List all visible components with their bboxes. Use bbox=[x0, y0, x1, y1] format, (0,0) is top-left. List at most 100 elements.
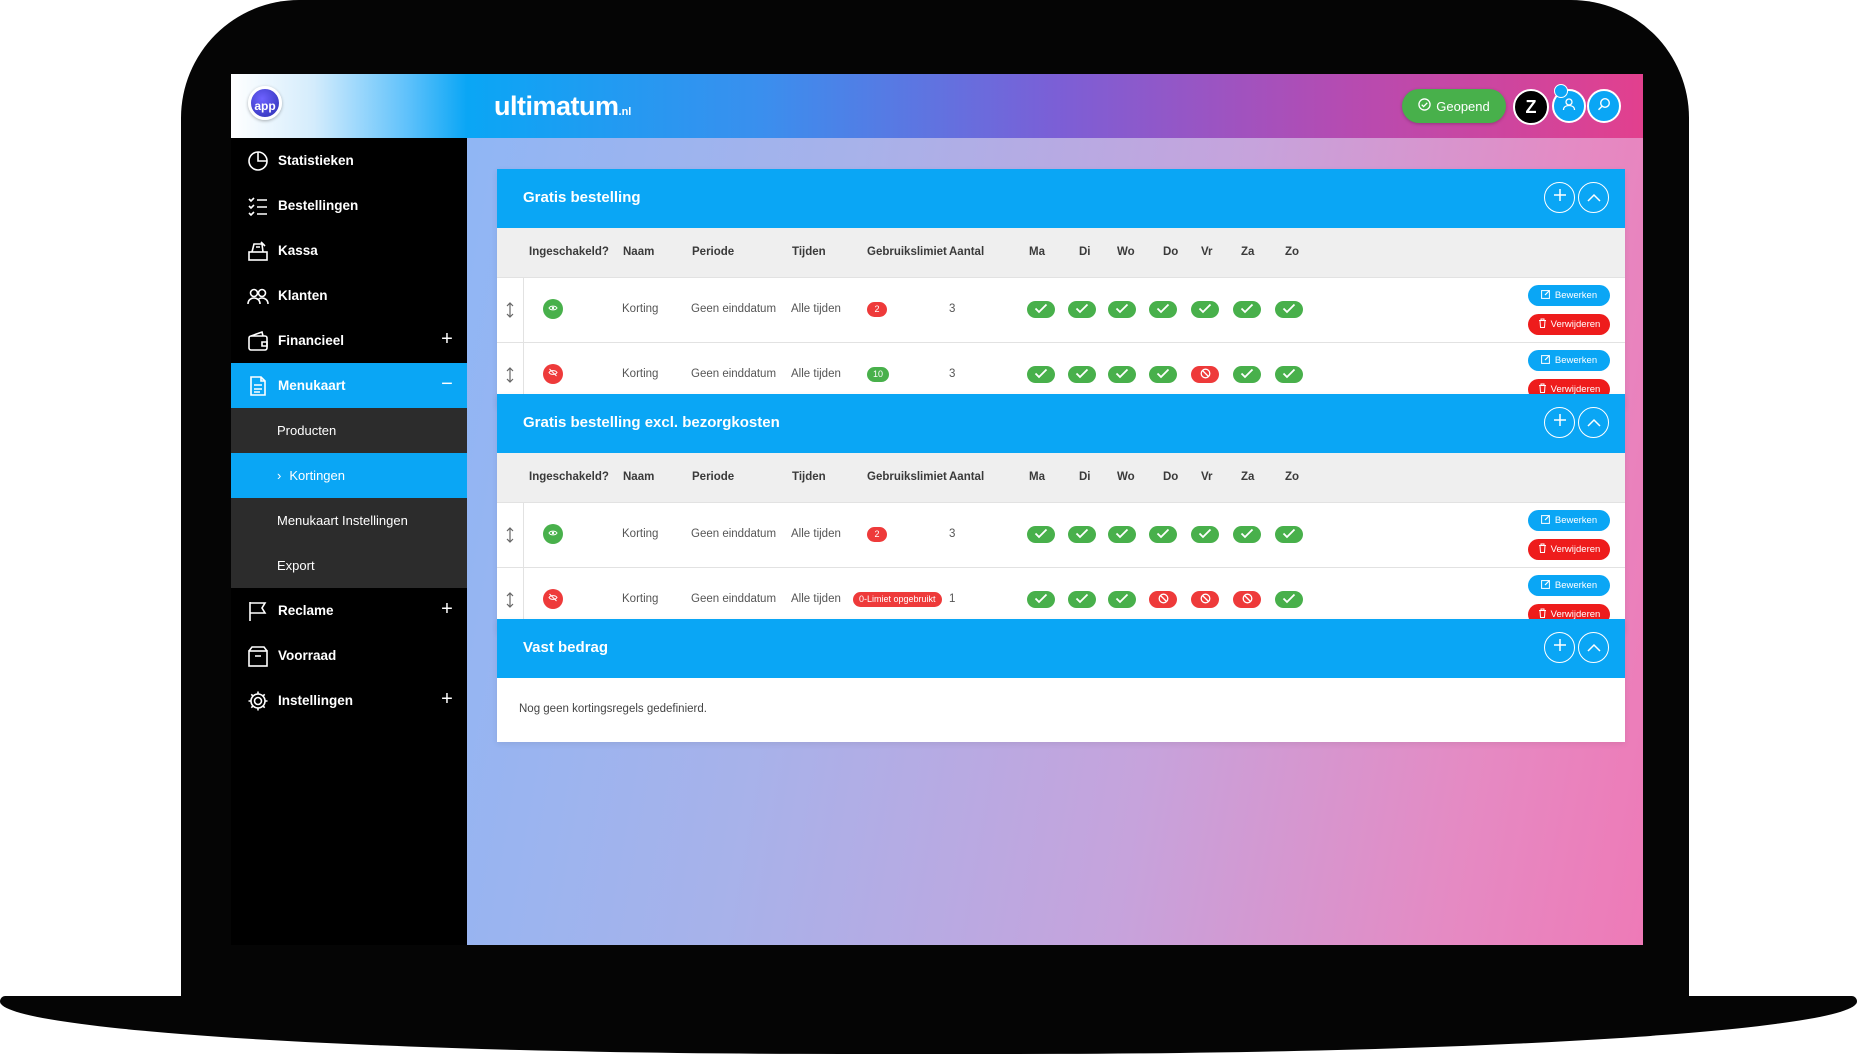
brand-suffix: .nl bbox=[618, 106, 632, 118]
sidebar-item-reclame[interactable]: Reclame + bbox=[231, 588, 467, 633]
day-availability-wo[interactable] bbox=[1108, 526, 1136, 543]
edit-label: Bewerken bbox=[1554, 290, 1598, 301]
check-icon bbox=[1198, 303, 1212, 317]
drag-handle-icon[interactable] bbox=[497, 503, 524, 567]
column-header-day: Di bbox=[1079, 246, 1091, 258]
usage-limit-badge: 2 bbox=[867, 302, 887, 317]
sidebar-item-kassa[interactable]: Kassa bbox=[231, 228, 467, 273]
gear-icon bbox=[246, 689, 270, 713]
chevron-up-icon bbox=[1586, 639, 1601, 657]
day-availability-wo[interactable] bbox=[1108, 591, 1136, 608]
eye-icon bbox=[548, 303, 558, 315]
drag-handle-icon[interactable] bbox=[497, 568, 524, 632]
column-header-limit: Gebruikslimiet bbox=[867, 246, 947, 258]
submenu-item-menukaart-instellingen[interactable]: Menukaart Instellingen bbox=[231, 498, 467, 543]
day-availability-za[interactable] bbox=[1233, 526, 1261, 543]
edit-button[interactable]: Bewerken bbox=[1528, 350, 1610, 371]
collapse-section-button[interactable] bbox=[1578, 182, 1609, 213]
disabled-toggle[interactable] bbox=[543, 364, 563, 384]
user-initial-avatar[interactable]: Z bbox=[1513, 89, 1549, 125]
edit-label: Bewerken bbox=[1554, 580, 1598, 591]
cell-times: Alle tijden bbox=[791, 368, 841, 380]
day-availability-di[interactable] bbox=[1068, 591, 1096, 608]
day-availability-di[interactable] bbox=[1068, 301, 1096, 318]
submenu-item-kortingen[interactable]: › Kortingen bbox=[231, 453, 467, 498]
day-availability-ma[interactable] bbox=[1027, 366, 1055, 383]
brand-logo[interactable]: ultimatum.nl bbox=[494, 91, 631, 122]
day-availability-ma[interactable] bbox=[1027, 301, 1055, 318]
enabled-toggle[interactable] bbox=[543, 524, 563, 544]
day-availability-wo[interactable] bbox=[1108, 366, 1136, 383]
app-screen: app Statistieken Bestellingen Kassa Klanten… bbox=[231, 74, 1643, 945]
day-availability-ma[interactable] bbox=[1027, 526, 1055, 543]
day-availability-ma[interactable] bbox=[1027, 591, 1055, 608]
sidebar-menu: Statistieken Bestellingen Kassa Klanten Fina… bbox=[231, 138, 467, 723]
day-availability-wo[interactable] bbox=[1108, 301, 1136, 318]
delete-button[interactable]: Verwijderen bbox=[1528, 539, 1610, 560]
check-icon bbox=[1034, 368, 1048, 382]
day-availability-za[interactable] bbox=[1233, 591, 1261, 608]
plus-icon bbox=[1553, 413, 1567, 432]
day-availability-vr[interactable] bbox=[1191, 301, 1219, 318]
day-availability-za[interactable] bbox=[1233, 366, 1261, 383]
submenu-item-label: Kortingen bbox=[289, 468, 345, 483]
column-header-day: Za bbox=[1241, 471, 1255, 483]
day-availability-vr[interactable] bbox=[1191, 591, 1219, 608]
day-availability-do[interactable] bbox=[1149, 366, 1177, 383]
enabled-toggle[interactable] bbox=[543, 299, 563, 319]
add-rule-button[interactable] bbox=[1544, 632, 1575, 663]
day-availability-zo[interactable] bbox=[1275, 301, 1303, 318]
sidebar-item-label: Financieel bbox=[278, 333, 345, 348]
sidebar-logo-area: app bbox=[231, 74, 467, 138]
expand-plus-icon[interactable]: + bbox=[441, 328, 453, 350]
add-rule-button[interactable] bbox=[1544, 182, 1575, 213]
day-availability-zo[interactable] bbox=[1275, 526, 1303, 543]
drag-handle-icon[interactable] bbox=[497, 278, 524, 342]
disabled-toggle[interactable] bbox=[543, 589, 563, 609]
day-availability-zo[interactable] bbox=[1275, 591, 1303, 608]
sidebar-item-label: Instellingen bbox=[278, 693, 354, 708]
expand-plus-icon[interactable]: + bbox=[441, 688, 453, 710]
sidebar-item-menukaart[interactable]: Menukaart − bbox=[231, 363, 467, 408]
day-availability-do[interactable] bbox=[1149, 526, 1177, 543]
laptop-base bbox=[0, 996, 1857, 1054]
collapse-minus-icon[interactable]: − bbox=[441, 373, 453, 395]
day-availability-do[interactable] bbox=[1149, 591, 1177, 608]
day-availability-di[interactable] bbox=[1068, 526, 1096, 543]
expand-plus-icon[interactable]: + bbox=[441, 598, 453, 620]
column-header-count: Aantal bbox=[949, 246, 985, 258]
sidebar-item-instellingen[interactable]: Instellingen + bbox=[231, 678, 467, 723]
edit-button[interactable]: Bewerken bbox=[1528, 510, 1610, 531]
submenu-item-producten[interactable]: Producten bbox=[231, 408, 467, 453]
sidebar-item-klanten[interactable]: Klanten bbox=[231, 273, 467, 318]
day-availability-do[interactable] bbox=[1149, 301, 1177, 318]
day-availability-zo[interactable] bbox=[1275, 366, 1303, 383]
edit-button[interactable]: Bewerken bbox=[1528, 285, 1610, 306]
add-rule-button[interactable] bbox=[1544, 407, 1575, 438]
drag-handle-icon[interactable] bbox=[497, 343, 524, 407]
table-row: Korting Geen einddatum Alle tijden 0-Limiet… bbox=[497, 567, 1625, 632]
day-availability-vr[interactable] bbox=[1191, 366, 1219, 383]
section-title: Gratis bestelling excl. bezorgkosten bbox=[523, 414, 780, 431]
column-header-day: Zo bbox=[1285, 471, 1300, 483]
app-logo[interactable]: app bbox=[248, 86, 282, 120]
collapse-section-button[interactable] bbox=[1578, 407, 1609, 438]
column-header-count: Aantal bbox=[949, 471, 985, 483]
status-open-button[interactable]: Geopend bbox=[1402, 89, 1506, 123]
search-button[interactable] bbox=[1587, 89, 1621, 123]
collapse-section-button[interactable] bbox=[1578, 632, 1609, 663]
section-header: Gratis bestelling bbox=[497, 169, 1625, 228]
notification-badge-icon[interactable] bbox=[1554, 84, 1568, 98]
column-header-day: Wo bbox=[1117, 246, 1135, 258]
submenu-item-export[interactable]: Export bbox=[231, 543, 467, 588]
day-availability-vr[interactable] bbox=[1191, 526, 1219, 543]
delete-button[interactable]: Verwijderen bbox=[1528, 314, 1610, 335]
day-availability-za[interactable] bbox=[1233, 301, 1261, 318]
sidebar-item-statistieken[interactable]: Statistieken bbox=[231, 138, 467, 183]
sidebar-item-voorraad[interactable]: Voorraad bbox=[231, 633, 467, 678]
check-icon bbox=[1115, 303, 1129, 317]
sidebar-item-bestellingen[interactable]: Bestellingen bbox=[231, 183, 467, 228]
day-availability-di[interactable] bbox=[1068, 366, 1096, 383]
edit-button[interactable]: Bewerken bbox=[1528, 575, 1610, 596]
sidebar-item-financieel[interactable]: Financieel + bbox=[231, 318, 467, 363]
